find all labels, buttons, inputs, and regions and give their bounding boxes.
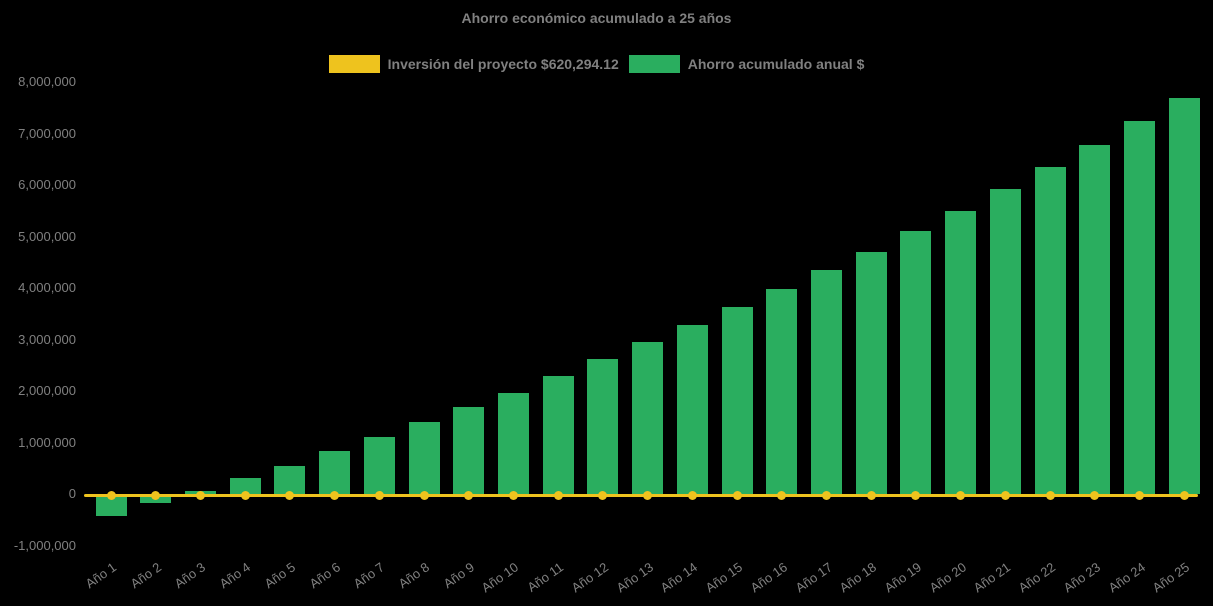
- investment-line-marker: [1045, 490, 1055, 500]
- bar-year-21: [989, 188, 1021, 494]
- investment-line-marker: [151, 490, 161, 500]
- bar-year-13: [632, 341, 664, 494]
- investment-line-marker: [374, 490, 384, 500]
- investment-line-marker: [419, 490, 429, 500]
- investment-line-marker: [285, 490, 295, 500]
- y-axis-tick-label: 4,000,000: [18, 280, 76, 295]
- y-axis-tick-label: 8,000,000: [18, 74, 76, 89]
- y-axis-tick-label: 1,000,000: [18, 434, 76, 450]
- investment-line-marker: [1090, 490, 1100, 500]
- bar-year-16: [766, 289, 798, 494]
- y-axis-tick-label: 5,000,000: [18, 228, 76, 244]
- bar-year-10: [497, 392, 529, 494]
- investment-line-marker: [822, 490, 832, 500]
- legend-item-ahorro[interactable]: Ahorro acumulado anual $: [628, 55, 865, 73]
- bar-year-17: [811, 269, 843, 494]
- investment-line-marker: [732, 490, 742, 500]
- y-axis-tick-label: 2,000,000: [18, 383, 76, 398]
- investment-line-marker: [330, 490, 340, 500]
- investment-line-marker: [598, 490, 608, 500]
- legend-swatch-yellow-icon: [328, 55, 380, 73]
- legend-item-inversion[interactable]: Inversión del proyecto $620,294.12: [328, 55, 619, 73]
- bar-year-6: [319, 450, 351, 494]
- investment-line-marker: [240, 490, 250, 500]
- investment-line-marker: [106, 490, 116, 500]
- bar-year-25: [1168, 97, 1200, 494]
- investment-line-marker: [687, 490, 697, 500]
- investment-line-marker: [1000, 490, 1010, 500]
- investment-line-marker: [911, 490, 921, 500]
- chart-legend: Inversión del proyecto $620,294.12 Ahorr…: [0, 55, 1193, 73]
- bar-year-9: [453, 407, 485, 494]
- bar-year-18: [855, 251, 887, 494]
- y-axis-tick-label: 7,000,000: [18, 125, 76, 141]
- legend-label-ahorro: Ahorro acumulado anual $: [687, 56, 865, 72]
- investment-line-marker: [195, 490, 205, 500]
- investment-line-marker: [643, 490, 653, 500]
- investment-line-marker: [464, 490, 474, 500]
- y-axis-tick-label: 3,000,000: [18, 331, 76, 347]
- bar-year-22: [1034, 166, 1066, 494]
- bar-year-19: [900, 231, 932, 494]
- y-axis-tick-label: 6,000,000: [18, 177, 76, 192]
- bar-year-5: [274, 465, 306, 494]
- investment-line-marker: [508, 490, 518, 500]
- bar-year-12: [587, 359, 619, 494]
- investment-line-marker: [1179, 490, 1189, 500]
- bar-year-1: [95, 494, 127, 517]
- investment-line-marker: [956, 490, 966, 500]
- bar-year-8: [408, 421, 440, 494]
- legend-swatch-green-icon: [628, 55, 680, 73]
- bar-year-11: [542, 376, 574, 494]
- bar-year-14: [676, 325, 708, 494]
- investment-line-marker: [777, 490, 787, 500]
- investment-line-marker: [553, 490, 563, 500]
- bar-year-7: [363, 437, 395, 494]
- legend-label-inversion: Inversión del proyecto $620,294.12: [387, 56, 619, 72]
- bar-year-15: [721, 306, 753, 494]
- bar-year-4: [229, 478, 261, 494]
- investment-line-marker: [866, 490, 876, 500]
- bar-year-24: [1124, 121, 1156, 494]
- y-axis-tick-label: -1,000,000: [13, 537, 76, 553]
- chart-title: Ahorro económico acumulado a 25 años: [461, 10, 732, 26]
- bar-year-20: [945, 210, 977, 494]
- investment-line-marker: [1135, 490, 1145, 500]
- y-axis-tick-label: 0: [68, 486, 76, 501]
- investment-line: [84, 493, 1198, 497]
- bar-year-23: [1079, 145, 1111, 494]
